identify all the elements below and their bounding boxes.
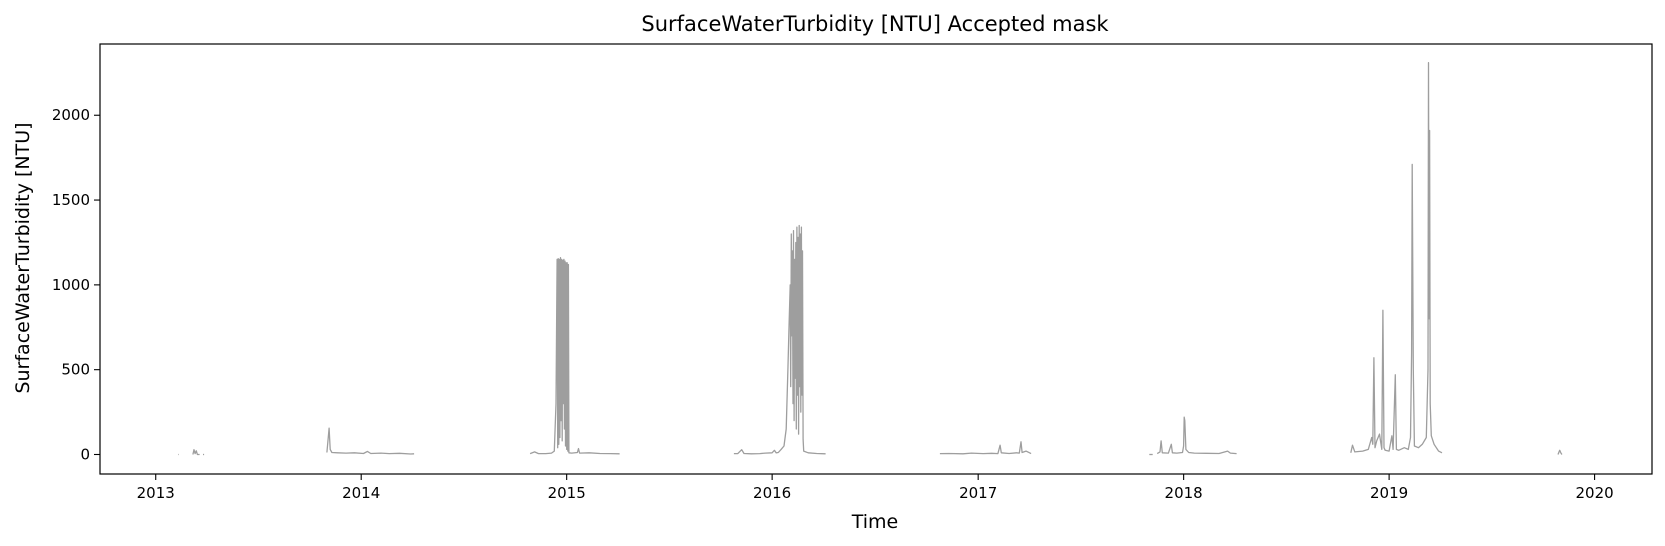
series-line-segment [1557, 449, 1563, 455]
series-line-segment [529, 257, 620, 455]
y-tick-label: 1500 [52, 191, 90, 209]
series-line-segment [1156, 416, 1237, 455]
y-tick-label: 0 [80, 445, 90, 463]
x-tick-label: 2014 [342, 484, 380, 502]
y-axis-title: SurfaceWaterTurbidity [NTU] [12, 122, 34, 393]
x-tick-label: 2016 [753, 484, 791, 502]
x-tick-label: 2019 [1370, 484, 1408, 502]
x-axis: 2013 2014 2015 2016 2017 2018 2019 2020 [137, 474, 1614, 502]
series-line-segment [939, 441, 1032, 455]
plot-frame [99, 43, 1653, 475]
series-line-segment [1350, 62, 1443, 454]
x-axis-title: Time [851, 511, 899, 533]
x-tick-label: 2013 [137, 484, 175, 502]
y-tick-label: 500 [61, 361, 90, 379]
x-tick-label: 2018 [1165, 484, 1203, 502]
series-line-segment [733, 224, 826, 455]
y-tick-label: 2000 [52, 106, 90, 124]
series-line-segment [326, 427, 415, 455]
plot-area [178, 62, 1563, 456]
x-tick-label: 2017 [959, 484, 997, 502]
chart-title: SurfaceWaterTurbidity [NTU] Accepted mas… [641, 12, 1109, 36]
x-tick-label: 2015 [548, 484, 586, 502]
x-tick-label: 2020 [1575, 484, 1613, 502]
y-tick-label: 1000 [52, 276, 90, 294]
y-axis: 0 500 1000 1500 2000 [52, 106, 100, 463]
series-line-segment [192, 449, 200, 456]
